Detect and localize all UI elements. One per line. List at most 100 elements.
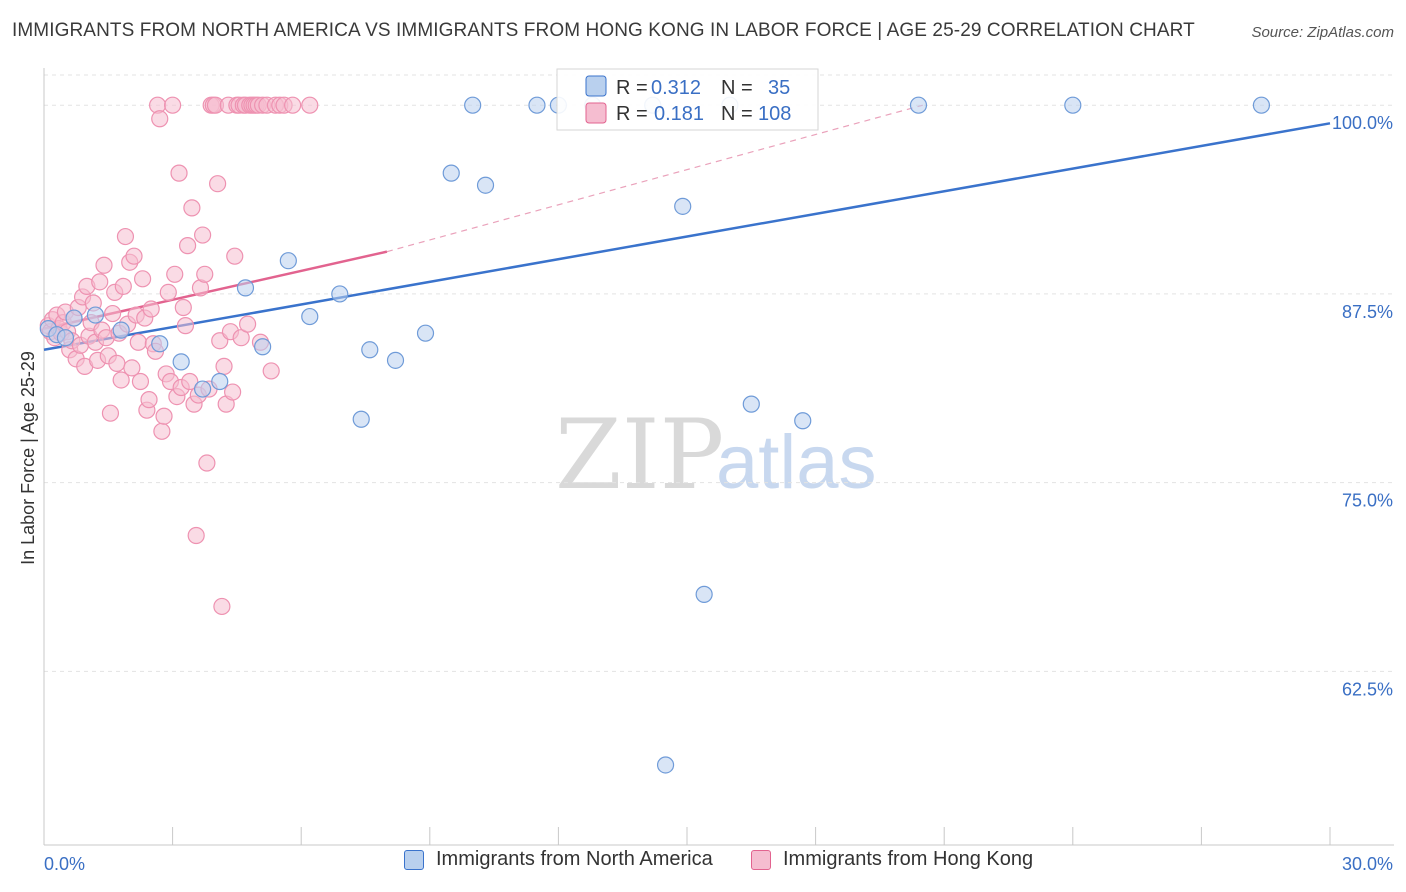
hong-kong-point-79 xyxy=(209,175,227,193)
trend-line-north-america xyxy=(43,122,1331,352)
hong-kong-point-48 xyxy=(142,300,160,318)
north-america-point-26 xyxy=(656,756,675,774)
stats-pink-r-label: R = xyxy=(616,103,648,125)
y-tick-label-3: 62.5% xyxy=(1342,679,1393,699)
tick-labels: 100.0% 87.5% 75.0% 62.5% 0.0% 30.0% xyxy=(44,113,1393,874)
stats-swatch-pink xyxy=(585,102,607,124)
hong-kong-point-61 xyxy=(170,164,188,182)
north-america-point-7 xyxy=(172,353,190,371)
north-america-point-6 xyxy=(151,335,169,353)
x-tick-label-left: 0.0% xyxy=(44,854,85,874)
hong-kong-point-72 xyxy=(194,226,212,244)
hong-kong-point-86 xyxy=(224,383,242,401)
north-america-point-22 xyxy=(528,96,546,114)
x-tick-label-right: 30.0% xyxy=(1342,854,1393,874)
stats-blue-n-label: N = xyxy=(721,77,753,99)
north-america-point-18 xyxy=(416,324,435,342)
stats-pink-n-label: N = xyxy=(721,103,753,125)
watermark-atlas: atlas xyxy=(716,420,877,505)
chart-source: Source: ZipAtlas.com xyxy=(1251,24,1394,41)
north-america-point-10 xyxy=(236,279,255,297)
hong-kong-point-43 xyxy=(131,372,150,391)
hong-kong-point-39 xyxy=(123,359,141,377)
trend-line-hong-kong-extension xyxy=(386,104,923,253)
north-america-point-33 xyxy=(1064,96,1082,114)
north-america-point-30 xyxy=(742,395,760,413)
north-america-point-17 xyxy=(386,351,405,369)
hong-kong-point-93 xyxy=(239,315,257,333)
north-america-point-2 xyxy=(56,329,75,347)
north-america-point-3 xyxy=(65,309,83,327)
north-america-point-8 xyxy=(194,380,212,398)
north-america-point-27 xyxy=(674,197,692,215)
hong-kong-point-66 xyxy=(181,372,199,391)
hong-kong-point-81 xyxy=(213,597,231,616)
hong-kong-point-102 xyxy=(262,362,280,380)
stats-blue-r-value: 0.312 xyxy=(651,77,701,99)
stats-blue-r-label: R = xyxy=(616,77,648,99)
y-axis-label: In Labor Force | Age 25-29 xyxy=(18,351,38,565)
north-america-point-19 xyxy=(442,164,460,182)
grid-lines xyxy=(44,74,1394,672)
hong-kong-point-47 xyxy=(140,391,158,409)
north-america-point-9 xyxy=(211,372,229,391)
hong-kong-point-30 xyxy=(103,304,122,323)
stats-blue-n-value: 35 xyxy=(768,77,790,99)
hong-kong-point-53 xyxy=(153,422,171,440)
bottom-legend: Immigrants from North America Immigrants… xyxy=(0,848,1406,880)
axes xyxy=(43,68,1394,846)
legend-item-hong-kong[interactable]: Immigrants from Hong Kong xyxy=(751,848,1033,871)
legend-swatch-pink xyxy=(751,849,771,870)
hong-kong-point-59 xyxy=(166,265,184,283)
hong-kong-point-35 xyxy=(114,277,132,295)
hong-kong-point-44 xyxy=(133,270,152,288)
hong-kong-point-24 xyxy=(91,273,109,291)
north-america-point-4 xyxy=(86,306,105,324)
hong-kong-point-36 xyxy=(116,227,135,246)
hong-kong-point-34 xyxy=(112,371,130,389)
legend-label-north-america: Immigrants from North America xyxy=(436,848,713,870)
legend-label-hong-kong: Immigrants from Hong Kong xyxy=(783,848,1034,870)
north-america-point-32 xyxy=(909,96,928,114)
stats-swatch-blue xyxy=(585,75,607,97)
hong-kong-point-52 xyxy=(151,110,169,128)
north-america-point-31 xyxy=(794,412,812,430)
hong-kong-point-73 xyxy=(196,265,214,283)
hong-kong-point-54 xyxy=(155,407,173,425)
stats-pink-n-value: 108 xyxy=(758,103,791,125)
stats-legend: R = 0.312 N = 35 R = 0.181 N = 108 xyxy=(556,68,819,131)
hong-kong-point-106 xyxy=(284,96,302,114)
watermark-zip: ZIP xyxy=(555,399,724,511)
y-tick-label-0: 100.0% xyxy=(1332,113,1393,133)
north-america-point-16 xyxy=(361,341,379,359)
hong-kong-point-107 xyxy=(301,96,319,114)
legend-swatch-blue xyxy=(404,849,424,870)
hong-kong-point-29 xyxy=(101,404,120,422)
hong-kong-point-82 xyxy=(215,357,233,375)
north-america-point-12 xyxy=(279,252,297,270)
y-tick-label-1: 87.5% xyxy=(1342,302,1393,322)
y-tick-label-2: 75.0% xyxy=(1342,491,1393,511)
hong-kong-point-40 xyxy=(125,247,143,265)
hong-kong-point-63 xyxy=(174,298,192,317)
hong-kong-point-26 xyxy=(95,256,113,274)
north-america-point-13 xyxy=(301,307,319,326)
hong-kong-point-64 xyxy=(176,317,195,335)
legend-item-north-america[interactable]: Immigrants from North America xyxy=(404,848,713,871)
hong-kong-point-32 xyxy=(108,354,126,372)
north-america-point-28 xyxy=(695,585,713,603)
north-america-point-20 xyxy=(464,96,482,114)
hong-kong-point-65 xyxy=(179,237,197,255)
series-hong-kong-points xyxy=(39,96,319,616)
north-america-point-34 xyxy=(1252,96,1271,114)
north-america-point-21 xyxy=(476,176,495,194)
hong-kong-point-56 xyxy=(159,283,177,302)
north-america-point-5 xyxy=(112,321,130,339)
hong-kong-point-58 xyxy=(164,96,182,114)
hong-kong-point-87 xyxy=(226,247,244,265)
hong-kong-point-42 xyxy=(129,333,147,351)
chart-title: IMMIGRANTS FROM NORTH AMERICA VS IMMIGRA… xyxy=(12,20,1195,41)
trend-lines xyxy=(43,104,1331,352)
north-america-point-15 xyxy=(352,410,370,428)
